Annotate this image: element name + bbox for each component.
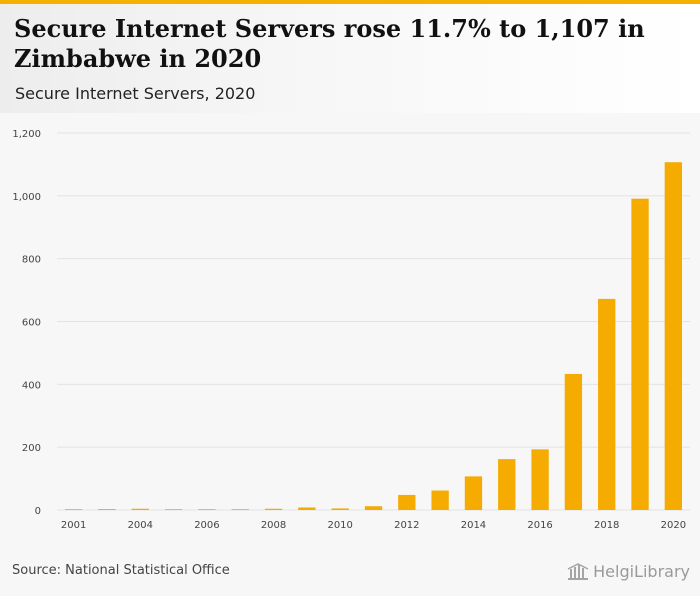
- bar: [164, 509, 183, 510]
- bar: [564, 373, 583, 510]
- chart-header: Secure Internet Servers rose 11.7% to 1,…: [0, 4, 700, 113]
- library-building-icon: [567, 562, 589, 580]
- bar-chart: 0 200 400 600 800 1,000 1,200 2001 2004 2006 2008 2…: [12, 129, 690, 531]
- x-tick-label: 2018: [594, 520, 619, 531]
- bar: [598, 298, 616, 510]
- bar: [364, 506, 383, 510]
- x-tick-label: 2010: [327, 520, 352, 531]
- x-tick-label: 2008: [261, 520, 286, 531]
- x-tick-label: 2001: [61, 520, 86, 531]
- bar: [231, 509, 249, 510]
- brand-name: HelgiLibrary: [593, 562, 690, 581]
- y-tick-label: 800: [22, 255, 41, 266]
- y-tick-label: 200: [22, 443, 41, 454]
- x-tick-label: 2006: [194, 520, 219, 531]
- bar: [98, 509, 116, 510]
- accent-top-bar: [0, 0, 700, 4]
- bar: [64, 509, 83, 510]
- x-tick-label: 2004: [128, 520, 153, 531]
- source-note: Source: National Statistical Office: [12, 563, 230, 578]
- bar: [631, 198, 649, 510]
- brand-logo: HelgiLibrary: [567, 562, 690, 581]
- y-tick-label: 1,000: [12, 192, 41, 203]
- x-tick-label: 2014: [461, 520, 486, 531]
- bar: [398, 494, 416, 510]
- bar: [464, 476, 483, 510]
- y-tick-label: 400: [22, 380, 41, 391]
- bar: [264, 508, 283, 510]
- bar: [331, 508, 349, 510]
- chart-title: Secure Internet Servers rose 11.7% to 1,…: [14, 14, 645, 73]
- bar: [664, 162, 683, 510]
- x-tick-label: 2020: [661, 520, 686, 531]
- chart-subtitle: Secure Internet Servers, 2020: [15, 84, 256, 103]
- y-tick-label: 0: [35, 506, 41, 517]
- x-tick-label: 2016: [527, 520, 552, 531]
- bar: [498, 459, 516, 510]
- x-tick-label: 2012: [394, 520, 419, 531]
- bar: [431, 490, 449, 510]
- bar: [298, 507, 316, 510]
- bar: [131, 508, 149, 510]
- bar: [198, 509, 216, 510]
- y-tick-label: 600: [22, 318, 41, 329]
- y-tick-label: 1,200: [12, 129, 41, 140]
- bar: [531, 449, 549, 510]
